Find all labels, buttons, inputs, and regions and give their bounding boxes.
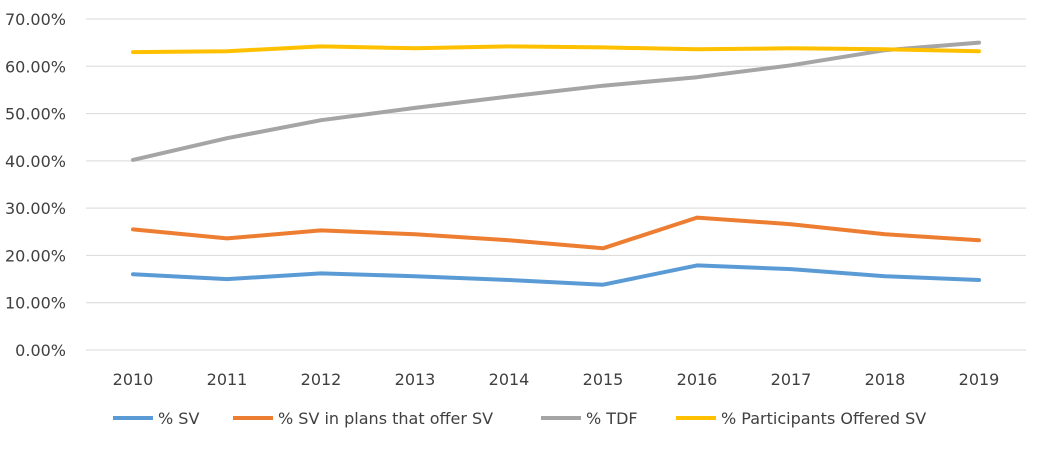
- y-tick-label: 0.00%: [15, 341, 66, 360]
- legend-label: % Participants Offered SV: [721, 409, 926, 428]
- x-tick-label: 2014: [489, 370, 530, 389]
- y-tick-label: 40.00%: [5, 152, 66, 171]
- gridlines: [86, 18, 1026, 351]
- series-line-1: [131, 215, 981, 251]
- y-tick-label: 30.00%: [5, 199, 66, 218]
- y-tick-label: 20.00%: [5, 246, 66, 265]
- series-line-3: [131, 44, 981, 55]
- y-tick-label: 70.00%: [5, 10, 66, 29]
- legend-label: % TDF: [586, 409, 638, 428]
- x-tick-label: 2011: [207, 370, 248, 389]
- x-tick-label: 2017: [771, 370, 812, 389]
- legend: % SV % SV in plans that offer SV % TDF % Pa…: [113, 409, 926, 428]
- y-tick-label: 10.00%: [5, 294, 66, 313]
- x-tick-label: 2018: [865, 370, 906, 389]
- y-tick-label: 60.00%: [5, 57, 66, 76]
- x-tick-label: 2013: [395, 370, 436, 389]
- y-tick-label: 50.00%: [5, 105, 66, 124]
- x-axis-tick-labels: 2010 2011 2012 2013 2014 2015 2016 2017 2018 2019: [113, 370, 1000, 389]
- x-tick-label: 2010: [113, 370, 154, 389]
- series-lines: [131, 40, 981, 287]
- series-line-2: [131, 40, 981, 162]
- x-tick-label: 2016: [677, 370, 718, 389]
- y-axis-tick-labels: 0.00% 10.00% 20.00% 30.00% 40.00% 50.00% 60.00…: [5, 10, 66, 360]
- x-tick-label: 2012: [301, 370, 342, 389]
- legend-label: % SV in plans that offer SV: [278, 409, 493, 428]
- x-tick-label: 2019: [959, 370, 1000, 389]
- series-line-0: [131, 263, 981, 287]
- legend-label: % SV: [158, 409, 199, 428]
- x-tick-label: 2015: [583, 370, 624, 389]
